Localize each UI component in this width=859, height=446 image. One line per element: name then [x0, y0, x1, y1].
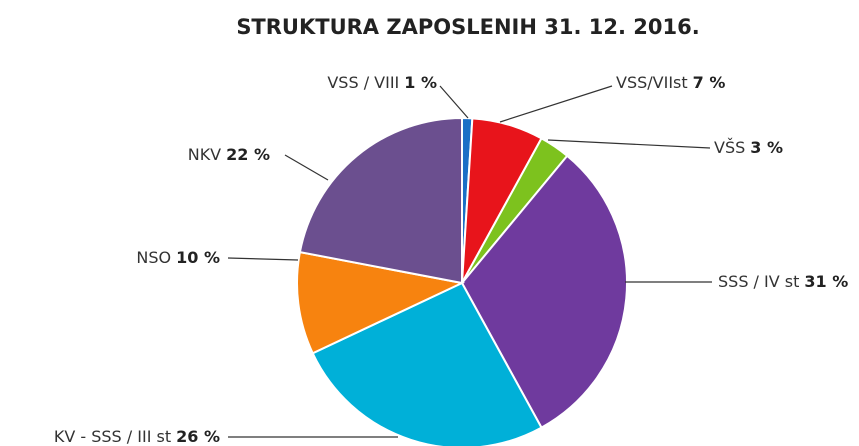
- chart-title: STRUKTURA ZAPOSLENIH 31. 12. 2016.: [236, 15, 699, 39]
- value-label: 22 %: [226, 145, 270, 164]
- slice-label: SSS / IV st 31 %: [718, 272, 848, 291]
- pie-slice: [298, 116, 463, 285]
- pie-slice: [460, 154, 628, 429]
- value-label: 31 %: [804, 272, 848, 291]
- slice-label: NSO 10 %: [136, 248, 220, 267]
- slice-label: NKV 22 %: [188, 145, 270, 164]
- category-name: SSS / IV st: [718, 272, 799, 291]
- value-label: 10 %: [176, 248, 220, 267]
- pie-slice: [311, 281, 543, 446]
- category-name: NKV: [188, 145, 221, 164]
- slice-label: KV - SSS / III st 26 %: [54, 427, 220, 446]
- slice-label: VŠS 3 %: [714, 138, 783, 157]
- pie-slice: [296, 250, 466, 355]
- leader-line: [284, 154, 329, 181]
- leader-line: [499, 85, 613, 123]
- category-name: VŠS: [714, 138, 745, 157]
- category-name: VSS / VIII: [327, 73, 399, 92]
- value-label: 3 %: [750, 138, 783, 157]
- leader-line: [547, 139, 711, 149]
- slice-label: VSS/VIIst 7 %: [616, 73, 725, 92]
- value-label: 26 %: [176, 427, 220, 446]
- value-label: 1 %: [404, 73, 437, 92]
- category-name: NSO: [136, 248, 171, 267]
- category-name: KV - SSS / III st: [54, 427, 171, 446]
- leader-line: [439, 85, 469, 119]
- category-name: VSS/VIIst: [616, 73, 688, 92]
- leader-line: [227, 257, 299, 261]
- value-label: 7 %: [693, 73, 726, 92]
- slice-label: VSS / VIII 1 %: [327, 73, 437, 92]
